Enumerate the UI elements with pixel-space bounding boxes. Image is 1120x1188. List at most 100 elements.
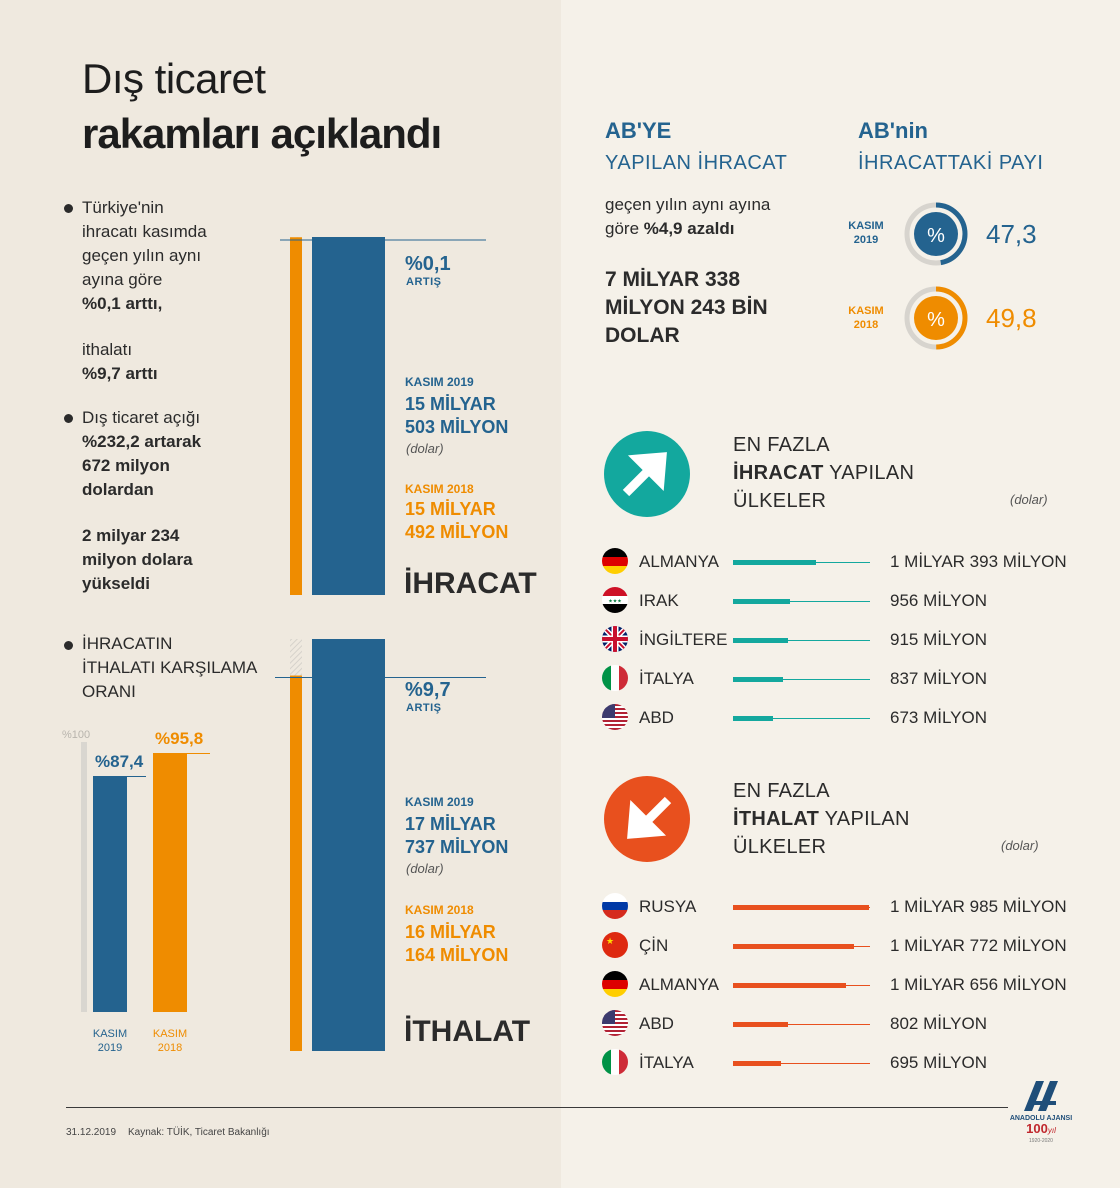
- share-2019-value: 47,3: [986, 219, 1037, 249]
- country-value: 1 MİLYAR 985 MİLYON: [890, 897, 1067, 916]
- x-label-line: 2019: [97, 1042, 123, 1054]
- coverage-bar-2018-tick: [153, 753, 210, 754]
- value-line: 15 MİLYAR: [405, 394, 496, 414]
- country-name: ALMANYA: [639, 975, 719, 994]
- ab-share-heading: AB'nin: [858, 118, 928, 143]
- export-heading: İHRACAT: [404, 567, 537, 600]
- iraq-flag-icon: ★★★: [602, 587, 628, 613]
- value-line: 16 MİLYAR: [405, 922, 496, 942]
- footer-divider: [66, 1107, 1060, 1108]
- value-line: 15 MİLYAR: [405, 499, 496, 519]
- import-arrow-icon: [604, 776, 690, 862]
- percent-icon: %: [927, 309, 945, 331]
- coverage-x-label-2019: KASIM 2019: [89, 1027, 131, 1055]
- x-label-line: KASIM: [152, 1028, 188, 1040]
- italy-flag-icon: [602, 1049, 628, 1075]
- bullet-line: ayına göre: [82, 270, 163, 289]
- value-line: 737 MİLYON: [405, 837, 509, 857]
- bullet-line: %232,2 artarak: [82, 432, 202, 451]
- export-2018-value: 15 MİLYAR 492 MİLYON: [405, 498, 508, 544]
- country-value-bar: [733, 716, 773, 721]
- import-unit: (dolar): [406, 861, 444, 876]
- bullet-trade-deficit: Dış ticaret açığı %232,2 artarak 672 mil…: [82, 406, 282, 596]
- x-label-line: KASIM: [92, 1028, 128, 1040]
- germany-flag-icon: [602, 548, 628, 574]
- coverage-2018-label: %95,8: [155, 729, 204, 748]
- country-name: ABD: [639, 708, 674, 727]
- bullet-line: dolardan: [82, 480, 154, 499]
- reference-100-label: %100: [62, 729, 91, 741]
- value-line: DOLAR: [605, 324, 680, 347]
- country-value: 1 MİLYAR 772 MİLYON: [890, 936, 1067, 955]
- heading-line: ÜLKELER: [733, 490, 827, 512]
- country-name: İNGİLTERE: [639, 630, 728, 649]
- russia-flag-icon: [602, 893, 628, 919]
- share-2018-donut: %: [904, 286, 968, 350]
- bullet-line: 2 milyar 234: [82, 526, 180, 545]
- percent-icon: %: [927, 225, 945, 247]
- import-2019-label: KASIM 2019: [405, 795, 474, 809]
- country-value-bar: [733, 560, 816, 565]
- bullet-line: ihracatı kasımda: [82, 222, 207, 241]
- ab-export-change: geçen yılın aynı ayına göre %4,9 azaldı: [605, 193, 770, 241]
- country-value-bar: [733, 983, 846, 988]
- usa-flag-icon: [602, 1010, 628, 1036]
- import-heading: İTHALAT: [404, 1015, 531, 1048]
- label-line: 2018: [853, 319, 879, 331]
- export-arrow-icon: [604, 431, 690, 517]
- svg-text:★: ★: [606, 937, 614, 947]
- country-value-bar: [733, 1061, 781, 1066]
- bullet-line: yükseldi: [82, 574, 151, 593]
- import-2019-value: 17 MİLYAR 737 MİLYON: [405, 813, 508, 859]
- germany-flag-icon: [602, 971, 628, 997]
- country-name: ALMANYA: [639, 552, 719, 571]
- footer-source: Kaynak: TÜİK, Ticaret Bakanlığı: [128, 1127, 270, 1138]
- label-line: 2019: [853, 234, 879, 246]
- bullet-line: milyon dolara: [82, 550, 193, 569]
- uk-flag-icon: [602, 626, 628, 652]
- export-import-bars: [275, 237, 486, 1051]
- value-line: 492 MİLYON: [405, 522, 509, 542]
- donut-arc: [904, 286, 968, 350]
- usa-flag-icon: [602, 704, 628, 730]
- import-2018-gap: [290, 639, 302, 676]
- bullet-line: geçen yılın aynı: [82, 246, 202, 265]
- agency-logo: ANADOLU AJANSI 100yıl 1920-2020: [1008, 1075, 1074, 1165]
- country-value: 915 MİLYON: [890, 630, 988, 649]
- country-value-bar: [733, 905, 869, 910]
- import-2018-value: 16 MİLYAR 164 MİLYON: [405, 921, 508, 967]
- export-bar-2019: [312, 237, 385, 595]
- bullet-dot: [64, 204, 73, 213]
- italy-flag-icon: [602, 665, 628, 691]
- bar-track: [733, 1024, 870, 1025]
- bullet-bold: %9,7 arttı: [82, 364, 158, 383]
- value-line: MİLYON 243 BİN: [605, 296, 768, 319]
- bullet-coverage-ratio: İHRACATIN İTHALATI KARŞILAMA ORANI: [82, 632, 282, 704]
- label-line: KASIM: [848, 220, 884, 232]
- anniversary-years: 1920-2020: [1029, 1138, 1053, 1144]
- share-2019-label: KASIM 2019: [840, 219, 892, 247]
- coverage-bar-2019-tick: [93, 776, 146, 777]
- country-value-bar: [733, 944, 854, 949]
- svg-text:★★★: ★★★: [608, 599, 622, 605]
- country-name: IRAK: [639, 591, 679, 610]
- bar-track: [733, 640, 870, 641]
- export-bar-2018: [290, 237, 302, 595]
- country-value: 956 MİLYON: [890, 591, 988, 610]
- bullet-line: Dış ticaret açığı: [82, 408, 201, 427]
- ab-export-heading: AB'YE: [605, 118, 672, 143]
- bar-track: [733, 718, 870, 719]
- country-name: İTALYA: [639, 1053, 694, 1072]
- reference-100-bar: [81, 742, 87, 1012]
- heading-bold: İHRACAT: [733, 462, 824, 484]
- coverage-bar-2018: [153, 753, 187, 1012]
- share-2019-donut: %: [904, 202, 968, 266]
- share-2018-label: KASIM 2018: [840, 304, 892, 332]
- country-name: ÇİN: [639, 936, 669, 955]
- bar-track: [733, 601, 870, 602]
- export-unit: (dolar): [406, 441, 444, 456]
- country-name: ABD: [639, 1014, 674, 1033]
- import-growth-sub: ARTIŞ: [406, 702, 442, 714]
- bullet-bold: %0,1 arttı,: [82, 294, 163, 313]
- country-value: 673 MİLYON: [890, 708, 988, 727]
